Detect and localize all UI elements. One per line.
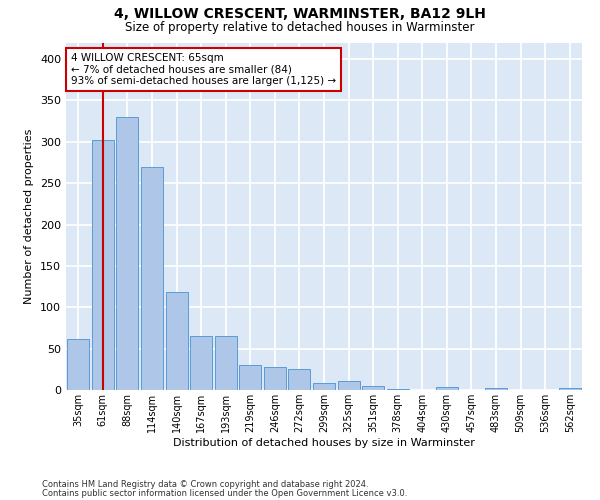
Y-axis label: Number of detached properties: Number of detached properties bbox=[25, 128, 34, 304]
Bar bbox=[190, 336, 212, 390]
Bar bbox=[386, 389, 409, 390]
Bar bbox=[92, 140, 114, 390]
Bar bbox=[289, 370, 310, 390]
Bar bbox=[559, 388, 581, 390]
Text: Contains HM Land Registry data © Crown copyright and database right 2024.: Contains HM Land Registry data © Crown c… bbox=[42, 480, 368, 489]
Bar bbox=[141, 168, 163, 390]
Bar bbox=[485, 388, 507, 390]
X-axis label: Distribution of detached houses by size in Warminster: Distribution of detached houses by size … bbox=[173, 438, 475, 448]
Bar bbox=[166, 292, 188, 390]
Bar bbox=[239, 365, 262, 390]
Bar bbox=[362, 386, 384, 390]
Text: Size of property relative to detached houses in Warminster: Size of property relative to detached ho… bbox=[125, 22, 475, 35]
Bar bbox=[338, 381, 359, 390]
Bar bbox=[436, 386, 458, 390]
Text: 4 WILLOW CRESCENT: 65sqm
← 7% of detached houses are smaller (84)
93% of semi-de: 4 WILLOW CRESCENT: 65sqm ← 7% of detache… bbox=[71, 53, 336, 86]
Bar bbox=[116, 117, 139, 390]
Text: 4, WILLOW CRESCENT, WARMINSTER, BA12 9LH: 4, WILLOW CRESCENT, WARMINSTER, BA12 9LH bbox=[114, 8, 486, 22]
Bar bbox=[67, 338, 89, 390]
Bar bbox=[215, 336, 237, 390]
Bar bbox=[264, 367, 286, 390]
Bar bbox=[313, 384, 335, 390]
Text: Contains public sector information licensed under the Open Government Licence v3: Contains public sector information licen… bbox=[42, 488, 407, 498]
